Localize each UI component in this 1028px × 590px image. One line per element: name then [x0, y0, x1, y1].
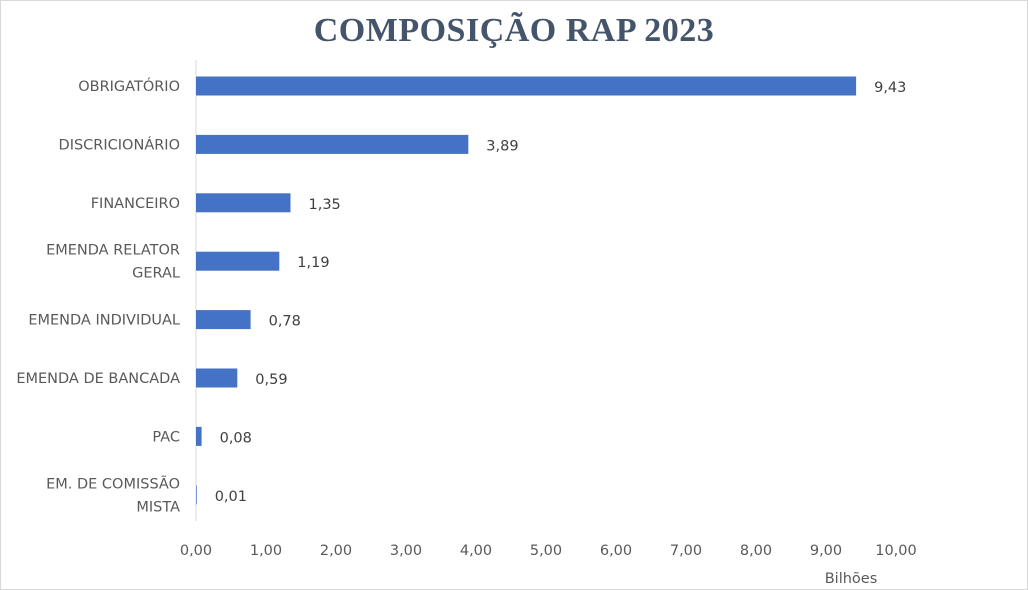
category-label-line: DISCRICIONÁRIO [59, 136, 180, 153]
x-tick-label: 1,00 [250, 543, 282, 559]
category-label-line: EMENDA DE BANCADA [16, 371, 180, 387]
bar [196, 251, 280, 271]
bar [196, 134, 469, 154]
category-label-line: FINANCEIRO [91, 196, 180, 212]
bar [196, 426, 202, 446]
x-tick-label: 6,00 [600, 543, 632, 559]
category-label: EM. DE COMISSÃO MISTA [46, 475, 180, 515]
data-label: 0,01 [215, 489, 247, 505]
category-label: DISCRICIONÁRIO [59, 136, 180, 153]
x-tick-label: 2,00 [320, 543, 352, 559]
bar [196, 368, 238, 388]
category-label: FINANCEIRO [91, 196, 180, 212]
x-tick-label: 3,00 [390, 543, 422, 559]
category-label: PAC [152, 429, 180, 445]
data-label: 0,78 [269, 314, 301, 330]
category-label-line: GERAL [132, 266, 180, 282]
data-label: 9,43 [874, 80, 906, 96]
category-label-line: EMENDA RELATOR [46, 243, 180, 259]
data-label: 3,89 [486, 138, 518, 154]
x-tick-label: 4,00 [460, 543, 492, 559]
x-tick-label: 8,00 [740, 543, 772, 559]
x-tick-label: 9,00 [810, 543, 842, 559]
x-tick-label: 10,00 [875, 543, 917, 559]
bar [196, 193, 291, 213]
category-label: EMENDA DE BANCADA [16, 371, 180, 387]
bar [196, 485, 197, 505]
data-label: 1,35 [309, 197, 341, 213]
bar [196, 76, 857, 96]
data-label: 0,08 [220, 430, 252, 446]
data-label: 1,19 [297, 255, 329, 271]
category-label-line: PAC [152, 429, 180, 445]
category-label-line: EMENDA INDIVIDUAL [28, 313, 180, 329]
x-tick-label: 0,00 [180, 543, 212, 559]
chart-title: COMPOSIÇÃO RAP 2023 [313, 12, 715, 49]
category-label-line: EM. DE COMISSÃO [46, 475, 180, 492]
category-label: OBRIGATÓRIO [78, 77, 180, 95]
x-axis-title: Bilhões [825, 571, 878, 587]
category-label: EMENDA INDIVIDUAL [28, 313, 180, 329]
category-label-line: MISTA [136, 499, 180, 515]
x-tick-label: 7,00 [670, 543, 702, 559]
category-label: EMENDA RELATOR GERAL [46, 243, 180, 282]
bar [196, 310, 251, 330]
data-label: 0,59 [255, 372, 287, 388]
category-label-line: OBRIGATÓRIO [78, 77, 180, 95]
x-tick-label: 5,00 [530, 543, 562, 559]
